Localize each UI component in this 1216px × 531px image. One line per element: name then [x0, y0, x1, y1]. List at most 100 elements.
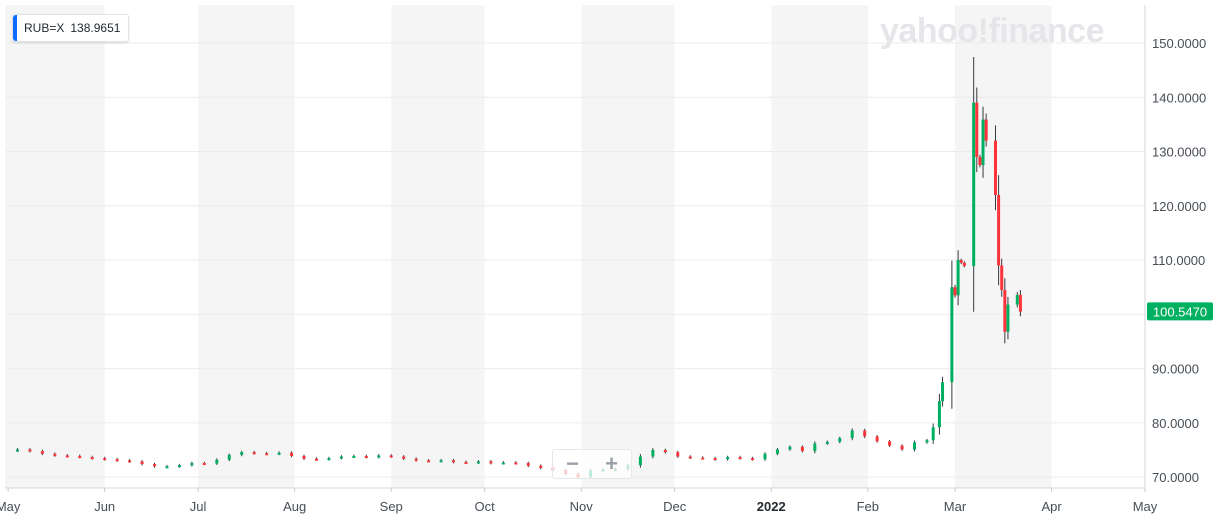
candle [663, 448, 667, 454]
candle-up [215, 459, 219, 464]
month-band [198, 5, 295, 488]
candle-down [663, 450, 667, 453]
candle-up [227, 454, 231, 460]
candle-down [978, 156, 982, 166]
ticker-badge[interactable]: RUB=X 138.9651 [12, 14, 130, 42]
candle [775, 448, 779, 456]
x-tick-label: Nov [570, 499, 594, 514]
candle-down [128, 460, 132, 463]
candle-down [452, 460, 456, 463]
candle [65, 454, 69, 458]
candle [464, 460, 468, 464]
candle [277, 451, 281, 456]
candle [997, 175, 1001, 286]
candle-up [925, 440, 929, 443]
candle-up [339, 456, 343, 459]
candle [900, 444, 904, 451]
x-tick-label: Apr [1041, 499, 1062, 514]
candle-down [364, 455, 368, 458]
candle-up [177, 465, 181, 468]
candle-down [115, 459, 119, 462]
x-tick-label: Oct [475, 499, 496, 514]
zoom-out-button[interactable]: − [566, 451, 579, 476]
x-tick-label: May [0, 499, 21, 514]
candle-up [190, 463, 194, 466]
candle [1000, 258, 1004, 297]
x-tick-label: May [1133, 499, 1158, 514]
candle-down [28, 449, 32, 452]
zoom-in-button[interactable]: + [605, 451, 618, 476]
candle-up [981, 119, 985, 166]
candle-down [962, 262, 966, 267]
candle [984, 113, 988, 147]
candle [850, 428, 854, 441]
candle [165, 464, 169, 469]
candle-up [825, 441, 829, 444]
ticker-symbol: RUB=X [24, 21, 65, 35]
candle-down [800, 446, 804, 452]
candle [888, 439, 892, 448]
candle [103, 456, 107, 461]
candle-down [402, 456, 406, 459]
candle [726, 455, 730, 461]
candle-down [738, 457, 742, 460]
y-tick-label: 80.0000 [1152, 416, 1199, 431]
candle-down [1018, 294, 1022, 312]
candle-up [439, 460, 443, 463]
candle [1003, 278, 1007, 344]
x-tick-label: Dec [663, 499, 687, 514]
candle [751, 456, 755, 461]
candle-down [984, 119, 988, 141]
candle-up [15, 449, 19, 452]
candle [788, 445, 792, 451]
candle [1015, 292, 1019, 308]
candle-down [40, 451, 44, 454]
candle [738, 455, 742, 460]
candle-down [751, 458, 755, 461]
candle [975, 87, 979, 173]
candle [240, 450, 244, 457]
y-tick-label: 90.0000 [1152, 362, 1199, 377]
candle-down [302, 455, 306, 459]
month-band [5, 5, 9, 488]
candle [78, 454, 82, 459]
candle [875, 435, 879, 443]
candle [931, 423, 935, 444]
x-tick-label: Aug [283, 499, 306, 514]
candle [688, 455, 692, 459]
candle-down [539, 465, 543, 468]
candle-up [476, 461, 480, 464]
candle-down [464, 461, 468, 464]
candle-up [788, 446, 792, 450]
candle-down [701, 457, 705, 460]
candle-down [875, 436, 879, 442]
candle-down [1000, 265, 1004, 290]
month-band [581, 5, 675, 488]
candle [925, 438, 929, 444]
ticker-value: 138.9651 [70, 21, 121, 35]
candle [676, 450, 680, 458]
x-tick-label: Mar [944, 499, 967, 514]
candle [290, 451, 294, 458]
candle-down [688, 456, 692, 459]
candle-down [489, 461, 493, 464]
candle-up [972, 102, 976, 267]
candle [863, 428, 867, 439]
candle-down [676, 452, 680, 457]
candle-down [863, 430, 867, 437]
candle [40, 449, 44, 456]
candle-up [240, 452, 244, 455]
candle-up [377, 455, 381, 458]
candle [959, 258, 963, 265]
y-tick-label: 70.0000 [1152, 470, 1199, 485]
candle-down [997, 194, 1001, 266]
candle-down [953, 287, 957, 296]
candle [28, 448, 32, 453]
candle [701, 456, 705, 460]
x-tick-label: 2022 [757, 499, 786, 514]
candle-down [53, 453, 57, 456]
month-band [771, 5, 868, 488]
candle [825, 440, 829, 445]
candle-up [651, 450, 655, 457]
